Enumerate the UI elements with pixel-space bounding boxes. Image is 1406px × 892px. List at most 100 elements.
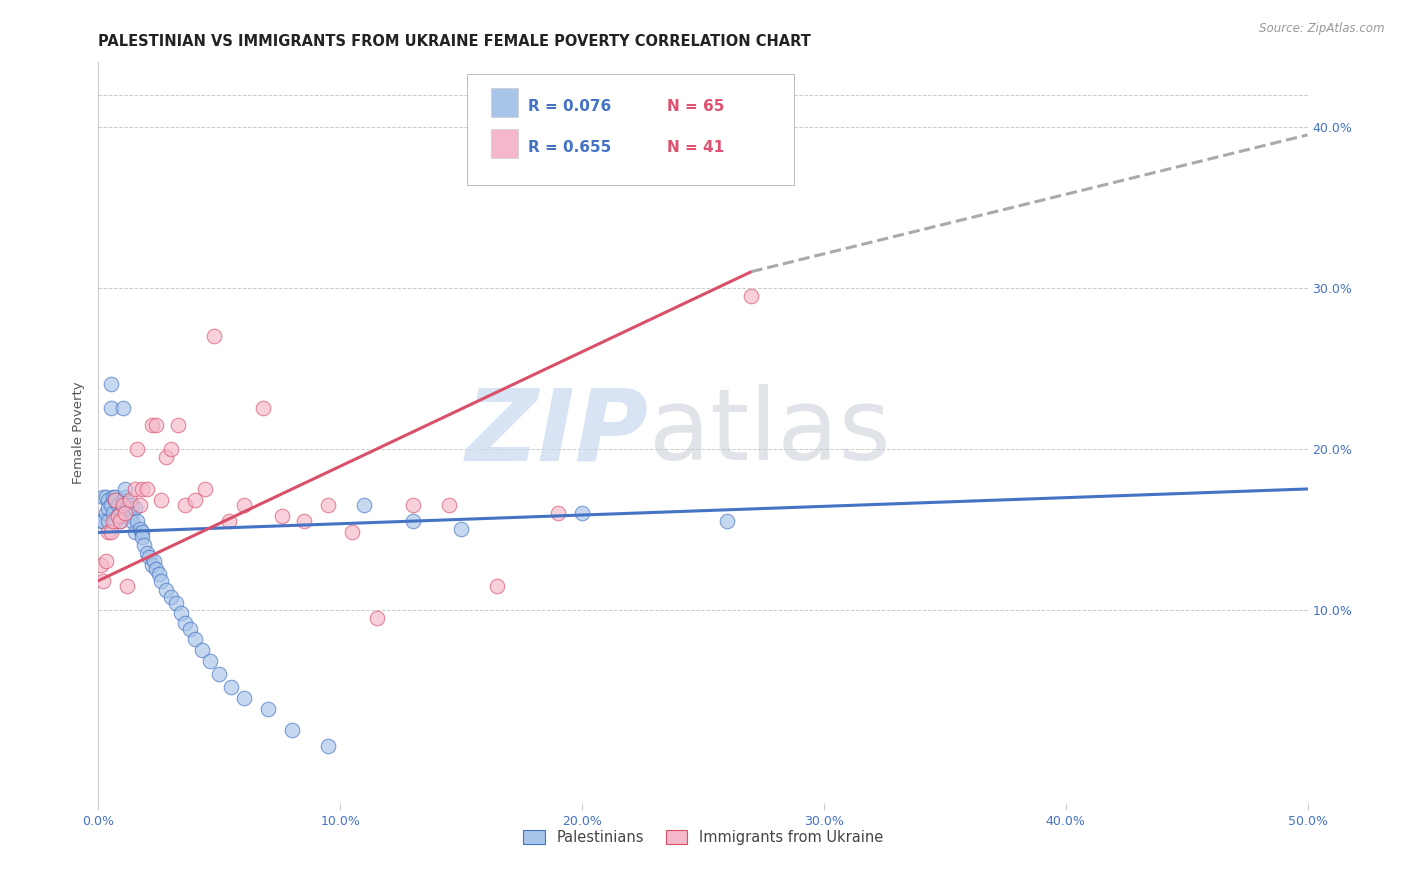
Point — [232, 691, 254, 706]
Point — [108, 514, 131, 528]
Point — [160, 442, 183, 456]
Point — [97, 493, 120, 508]
Point — [191, 643, 214, 657]
Text: PALESTINIAN VS IMMIGRANTS FROM UKRAINE FEMALE POVERTY CORRELATION CHART: PALESTINIAN VS IMMIGRANTS FROM UKRAINE F… — [98, 34, 811, 49]
Point — [547, 506, 569, 520]
Point — [145, 417, 167, 432]
Point — [194, 482, 217, 496]
Point — [100, 525, 122, 540]
Point — [100, 498, 122, 512]
Point — [117, 498, 139, 512]
Text: N = 41: N = 41 — [666, 140, 724, 155]
Y-axis label: Female Poverty: Female Poverty — [72, 381, 86, 484]
Point — [179, 622, 201, 636]
Point — [342, 525, 364, 540]
Point — [100, 401, 122, 416]
Point — [124, 482, 146, 496]
Point — [252, 401, 274, 416]
Point — [155, 583, 177, 598]
Point — [90, 514, 112, 528]
Point — [91, 514, 114, 528]
Point — [107, 509, 129, 524]
FancyBboxPatch shape — [492, 128, 517, 158]
Point — [91, 574, 114, 588]
Point — [218, 514, 240, 528]
Point — [101, 490, 124, 504]
FancyBboxPatch shape — [467, 73, 793, 185]
Point — [150, 493, 173, 508]
Point — [169, 606, 191, 620]
Point — [141, 558, 163, 572]
Point — [118, 493, 141, 508]
Point — [114, 506, 136, 520]
Point — [143, 554, 166, 568]
Point — [208, 667, 231, 681]
Point — [232, 498, 254, 512]
Text: Source: ZipAtlas.com: Source: ZipAtlas.com — [1260, 22, 1385, 36]
Point — [97, 514, 120, 528]
Point — [292, 514, 315, 528]
Point — [740, 289, 762, 303]
Point — [486, 578, 509, 592]
Point — [107, 498, 129, 512]
Text: ZIP: ZIP — [465, 384, 648, 481]
Point — [111, 401, 134, 416]
Text: R = 0.076: R = 0.076 — [527, 99, 612, 114]
Legend: Palestinians, Immigrants from Ukraine: Palestinians, Immigrants from Ukraine — [517, 824, 889, 851]
Point — [271, 509, 294, 524]
Point — [111, 498, 134, 512]
Point — [165, 596, 187, 610]
Point — [100, 377, 122, 392]
Point — [124, 501, 146, 516]
Point — [118, 509, 141, 524]
Point — [184, 493, 207, 508]
Point — [141, 417, 163, 432]
Point — [131, 530, 153, 544]
Point — [316, 739, 339, 754]
Point — [117, 578, 139, 592]
Point — [174, 498, 197, 512]
Point — [104, 514, 127, 528]
Point — [94, 506, 117, 520]
Point — [97, 525, 120, 540]
Point — [174, 615, 197, 630]
Point — [256, 702, 278, 716]
FancyBboxPatch shape — [492, 88, 517, 117]
Point — [716, 514, 738, 528]
Point — [127, 514, 149, 528]
Point — [198, 654, 221, 668]
Point — [150, 574, 173, 588]
Point — [108, 506, 131, 520]
Point — [108, 514, 131, 528]
Point — [111, 493, 134, 508]
Text: N = 65: N = 65 — [666, 99, 724, 114]
Point — [160, 590, 183, 604]
Point — [121, 498, 143, 512]
Point — [121, 514, 143, 528]
Point — [107, 509, 129, 524]
Point — [128, 498, 150, 512]
Point — [91, 490, 114, 504]
Point — [111, 509, 134, 524]
Point — [366, 610, 388, 624]
Point — [402, 498, 425, 512]
Point — [204, 329, 226, 343]
Point — [155, 450, 177, 464]
Point — [117, 506, 139, 520]
Point — [114, 490, 136, 504]
Point — [101, 506, 124, 520]
Point — [124, 525, 146, 540]
Point — [450, 522, 472, 536]
Point — [104, 493, 127, 508]
Point — [128, 522, 150, 536]
Point — [184, 632, 207, 646]
Point — [221, 680, 243, 694]
Point — [94, 490, 117, 504]
Point — [281, 723, 304, 738]
Point — [131, 525, 153, 540]
Point — [145, 562, 167, 576]
Point — [114, 482, 136, 496]
Point — [101, 514, 124, 528]
Point — [118, 506, 141, 520]
Point — [571, 506, 593, 520]
